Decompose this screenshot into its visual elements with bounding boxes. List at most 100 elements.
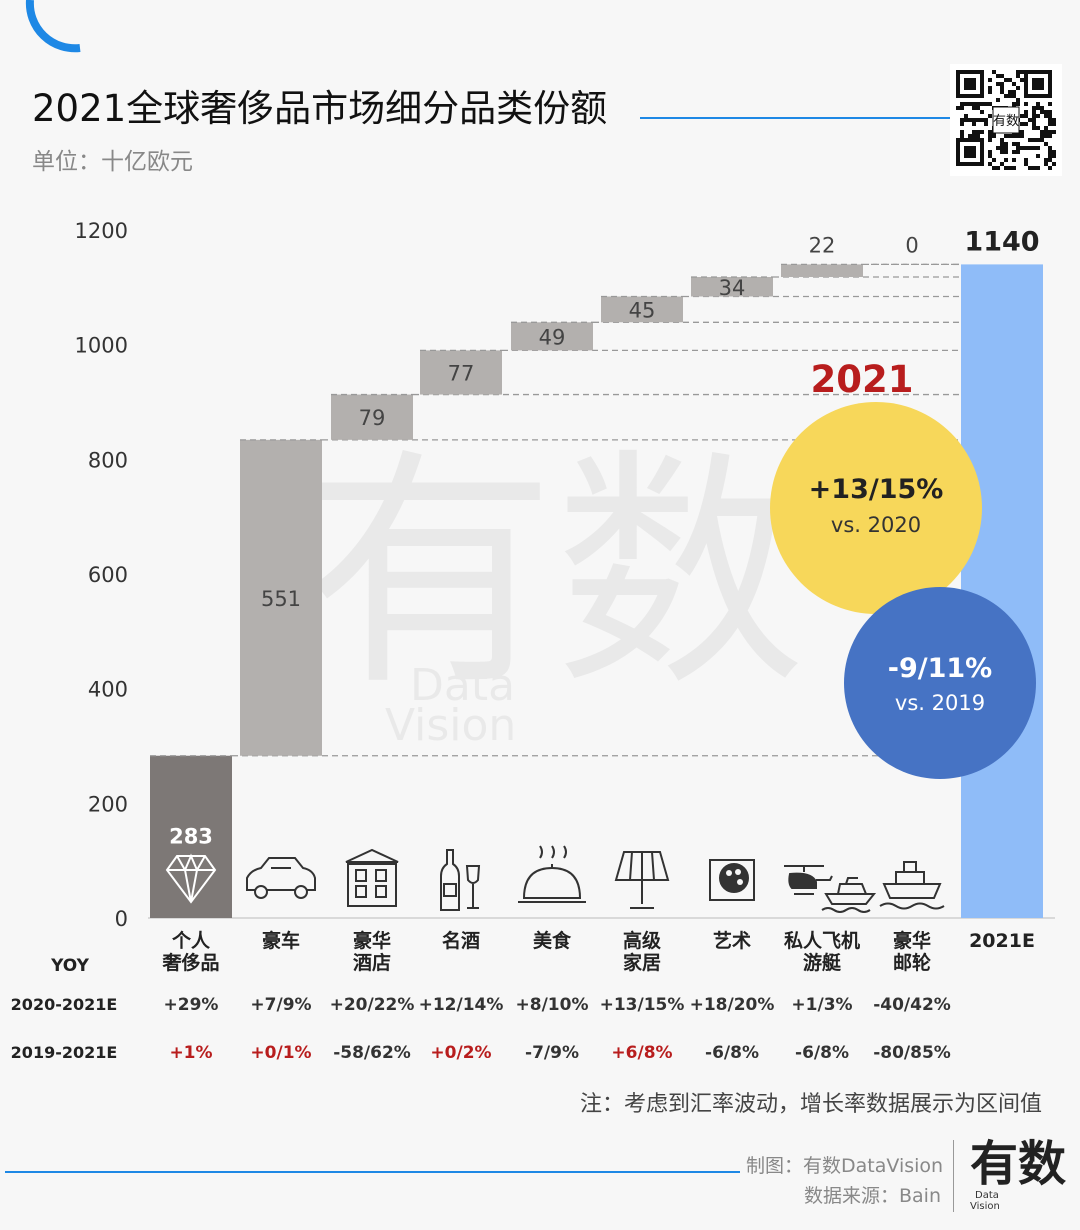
category-label: 个人: [171, 930, 211, 952]
qr-module: [976, 106, 980, 110]
yoy-cell: -58/62%: [333, 1043, 411, 1063]
growth-vs-2020-bubble: [770, 402, 982, 614]
yoy-cell: -7/9%: [525, 1043, 579, 1063]
qr-module: [980, 118, 984, 122]
bar-0: [150, 755, 232, 918]
qr-module: [964, 118, 968, 122]
category-label: 高级: [623, 929, 661, 952]
qr-module: [960, 118, 964, 122]
growth-vs-2019-label: vs. 2019: [895, 691, 985, 715]
qr-module: [1008, 166, 1012, 170]
qr-module: [1044, 110, 1048, 114]
category-label: 邮轮: [893, 951, 931, 974]
qr-module: [1004, 150, 1008, 154]
qr-module: [1036, 154, 1040, 158]
bar-value-label: 34: [719, 276, 746, 300]
qr-finder-core: [1032, 78, 1044, 90]
qr-module: [1040, 110, 1044, 114]
qr-module: [972, 118, 976, 122]
footer-logo-sub1: Data: [975, 1190, 999, 1201]
qr-module: [1024, 146, 1028, 150]
yoy-cell: +8/10%: [516, 995, 589, 1015]
bar-value-label: 79: [359, 406, 386, 430]
qr-module: [1048, 122, 1052, 126]
diamond-icon: [165, 853, 217, 904]
cruise-ship-icon: [879, 861, 945, 910]
qr-finder-core: [964, 78, 976, 90]
yoy-cell: +12/14%: [419, 995, 504, 1015]
qr-module: [1000, 138, 1004, 142]
qr-module: [1052, 154, 1056, 158]
qr-module: [1024, 102, 1028, 106]
qr-module: [1020, 134, 1024, 138]
qr-module: [1028, 166, 1032, 170]
qr-module: [1024, 158, 1028, 162]
y-tick-label: 1000: [75, 334, 128, 358]
bar-value-label: 22: [809, 233, 836, 257]
qr-module: [1052, 150, 1056, 154]
yoy-row-label: 2019-2021E: [11, 1043, 118, 1062]
qr-module: [984, 118, 988, 122]
qr-logo-text: 有数: [993, 114, 1019, 129]
qr-module: [1036, 106, 1040, 110]
qr-module: [1004, 166, 1008, 170]
qr-module: [1032, 126, 1036, 130]
qr-module: [988, 134, 992, 138]
qr-module: [976, 130, 980, 134]
qr-module: [1000, 162, 1004, 166]
qr-module: [1012, 142, 1016, 146]
qr-module: [1012, 134, 1016, 138]
qr-module: [1020, 78, 1024, 82]
yoy-cell: +1%: [169, 1043, 212, 1063]
qr-module: [996, 146, 1000, 150]
y-tick-label: 1200: [75, 219, 128, 243]
qr-module: [1024, 122, 1028, 126]
qr-module: [1000, 150, 1004, 154]
qr-module: [1012, 94, 1016, 98]
qr-module: [1008, 78, 1012, 82]
qr-module: [1012, 158, 1016, 162]
category-label: 名酒: [442, 929, 480, 952]
qr-module: [1028, 146, 1032, 150]
qr-module: [1032, 166, 1036, 170]
growth-vs-2019-value: -9/11%: [888, 653, 992, 684]
y-tick-label: 600: [88, 563, 128, 587]
qr-module: [980, 130, 984, 134]
waterfall-chart: 有数DataVision 0 200 400 600 800 1000 1200 283 551 7…: [11, 219, 1055, 1063]
qr-module: [1048, 114, 1052, 118]
bar-5: [601, 296, 683, 323]
unit-label: 单位：十亿欧元: [32, 149, 193, 175]
qr-module: [960, 122, 964, 126]
yoy-cell: -80/85%: [873, 1043, 951, 1063]
qr-module: [1032, 118, 1036, 122]
bar-value-label: 77: [448, 361, 475, 385]
qr-module: [1016, 70, 1020, 74]
qr-module: [1004, 94, 1008, 98]
yoy-cell: -6/8%: [705, 1043, 759, 1063]
qr-module: [1044, 114, 1048, 118]
bar-value-label: 551: [261, 587, 301, 611]
made-by-credit: 制图：有数DataVision: [746, 1155, 944, 1177]
qr-module: [992, 158, 996, 162]
y-tick-label: 0: [115, 907, 128, 931]
category-label: 私人飞机: [784, 930, 860, 952]
food-cloche-icon: [518, 845, 586, 903]
qr-module: [968, 102, 972, 106]
growth-vs-2020-label: vs. 2020: [831, 513, 921, 537]
qr-module: [1048, 150, 1052, 154]
qr-module: [1040, 130, 1044, 134]
qr-module: [1000, 90, 1004, 94]
qr-module: [964, 102, 968, 106]
qr-module: [976, 118, 980, 122]
qr-module: [1032, 122, 1036, 126]
qr-module: [972, 106, 976, 110]
qr-module: [1016, 150, 1020, 154]
qr-module: [1052, 122, 1056, 126]
qr-module: [1028, 138, 1032, 142]
yoy-cell: -40/42%: [873, 995, 951, 1015]
qr-module: [992, 166, 996, 170]
qr-module: [1016, 146, 1020, 150]
category-label: 2021E: [969, 930, 1035, 952]
qr-module: [976, 134, 980, 138]
bar-9: [961, 264, 1043, 918]
